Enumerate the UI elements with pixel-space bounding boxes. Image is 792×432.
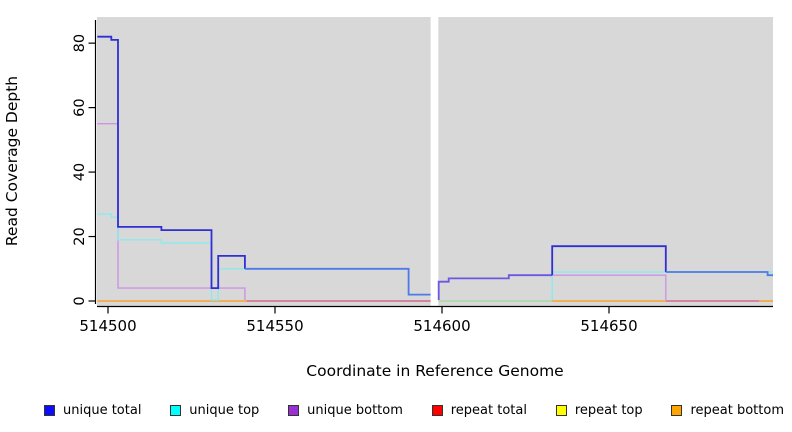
coverage-line-segment-10 — [97, 35, 246, 290]
coverage-line-segment-13 — [551, 245, 667, 276]
y-axis-title: Read Coverage Depth — [3, 76, 21, 246]
legend-item-unique-top: unique top — [170, 404, 259, 417]
coverage-line-segment-11 — [244, 267, 431, 296]
legend-label: repeat total — [450, 402, 527, 418]
unique-total-swatch-icon — [44, 404, 55, 416]
repeat-top-swatch-icon — [555, 404, 567, 416]
coverage-line-segment-7 — [552, 274, 667, 300]
legend-item-unique-total: unique total — [44, 404, 141, 417]
legend-item-repeat-bottom: repeat bottom — [671, 404, 784, 417]
repeat-bottom-swatch-icon — [671, 404, 683, 416]
coverage-gap-band — [430, 17, 439, 306]
legend: unique total unique top unique bottom repea… — [44, 396, 784, 424]
repeat-total-swatch-icon — [431, 404, 443, 416]
legend-label: unique total — [63, 402, 142, 418]
plot-layer — [97, 17, 773, 306]
y-tick-label: 20 — [72, 227, 88, 245]
legend-item-unique-bottom: unique bottom — [288, 404, 403, 417]
unique-top-swatch-icon — [170, 404, 182, 416]
y-tick-label: 0 — [72, 296, 88, 305]
y-tick-label: 60 — [72, 98, 88, 116]
chart-wrap: 0 20 40 60 80 514500 514550 514600 514650 Coordi… — [3, 17, 773, 380]
x-axis-title: Coordinate in Reference Genome — [306, 362, 563, 380]
legend-label: repeat bottom — [690, 402, 784, 418]
chart-svg: 0 20 40 60 80 514500 514550 514600 514650 Coordi… — [3, 17, 773, 380]
y-tick-label: 80 — [72, 34, 88, 52]
legend-item-repeat-total: repeat total — [431, 402, 527, 418]
x-tick-label: 514650 — [580, 317, 637, 335]
legend-label: unique top — [189, 402, 260, 418]
x-tick-label: 514600 — [413, 317, 470, 335]
coverage-line-segment-12 — [437, 274, 553, 300]
legend-item-repeat-top: repeat top — [555, 402, 643, 418]
legend-label: unique bottom — [307, 402, 403, 418]
axis-layer: 0 20 40 60 80 514500 514550 514600 514650 — [72, 20, 773, 335]
coverage-line-segment-6 — [97, 122, 246, 300]
coverage-line-segment-14 — [665, 271, 773, 277]
x-tick-label: 514500 — [79, 317, 136, 335]
legend-label: repeat top — [574, 402, 643, 418]
y-tick-label: 40 — [72, 163, 88, 181]
unique-bottom-swatch-icon — [288, 404, 300, 416]
x-tick-label: 514550 — [246, 317, 303, 335]
